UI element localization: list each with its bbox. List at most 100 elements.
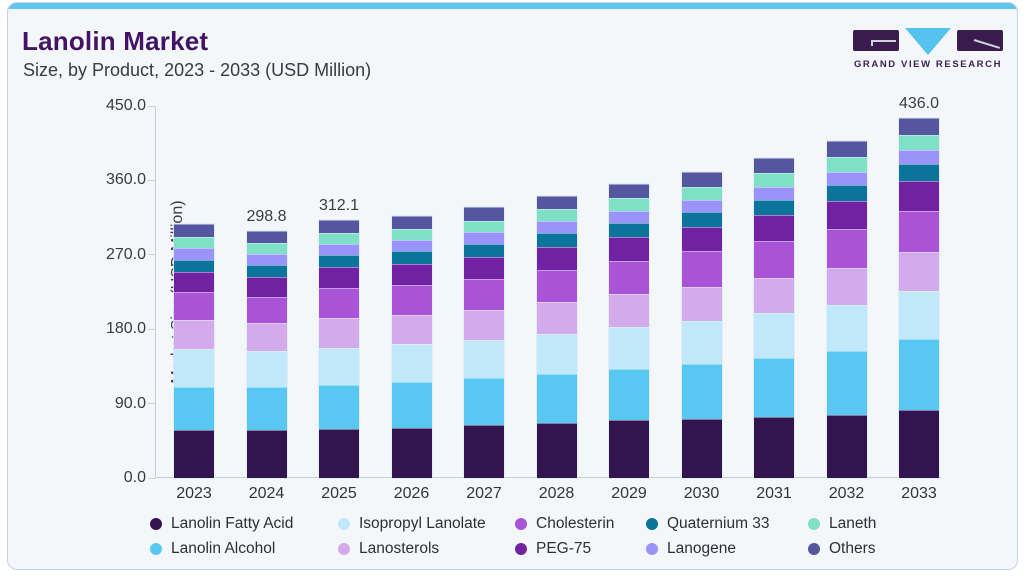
legend-item-lanolin-fatty-acid[interactable]: Lanolin Fatty Acid bbox=[150, 512, 338, 535]
bar-segment-lanogene[interactable] bbox=[391, 239, 432, 252]
bar-segment-lanolin-fatty-acid[interactable] bbox=[609, 420, 649, 478]
bar-segment-laneth[interactable] bbox=[754, 173, 794, 187]
bar-segment-isopropyl-lanolate[interactable] bbox=[681, 320, 722, 364]
bar-segment-isopropyl-lanolate[interactable] bbox=[609, 327, 649, 369]
bar-segment-lanogene[interactable] bbox=[246, 253, 287, 265]
legend-item-others[interactable]: Others bbox=[808, 537, 918, 560]
bar-segment-others[interactable] bbox=[899, 117, 939, 135]
bar-segment-lanolin-alcohol[interactable] bbox=[536, 373, 577, 423]
bar-segment-quaternium-33[interactable] bbox=[754, 199, 794, 215]
bar-segment-laneth[interactable] bbox=[391, 229, 432, 240]
bar-segment-quaternium-33[interactable] bbox=[391, 251, 432, 264]
bar-segment-lanolin-fatty-acid[interactable] bbox=[174, 429, 214, 478]
bar-segment-peg-75[interactable] bbox=[391, 263, 432, 285]
bar-segment-lanosterols[interactable] bbox=[464, 309, 504, 340]
bar-segment-peg-75[interactable] bbox=[246, 277, 287, 297]
bar-segment-lanosterols[interactable] bbox=[899, 252, 939, 291]
bar-segment-cholesterin[interactable] bbox=[826, 228, 867, 268]
bar-segment-lanolin-alcohol[interactable] bbox=[609, 368, 649, 421]
legend-item-cholesterin[interactable]: Cholesterin bbox=[515, 512, 646, 535]
legend-item-lanolin-alcohol[interactable]: Lanolin Alcohol bbox=[150, 537, 338, 560]
legend-item-quaternium-33[interactable]: Quaternium 33 bbox=[646, 512, 808, 535]
bar-segment-laneth[interactable] bbox=[681, 186, 722, 200]
bar-segment-lanolin-alcohol[interactable] bbox=[826, 350, 867, 416]
bar-segment-lanogene[interactable] bbox=[826, 171, 867, 186]
bar-segment-lanolin-alcohol[interactable] bbox=[899, 339, 939, 410]
bar-segment-laneth[interactable] bbox=[464, 220, 504, 232]
bar-segment-peg-75[interactable] bbox=[826, 201, 867, 229]
bar-segment-lanosterols[interactable] bbox=[754, 277, 794, 314]
bar-segment-lanolin-alcohol[interactable] bbox=[754, 357, 794, 418]
bar-segment-peg-75[interactable] bbox=[174, 272, 214, 293]
legend-item-peg-75[interactable]: PEG-75 bbox=[515, 537, 646, 560]
legend-item-lanosterols[interactable]: Lanosterols bbox=[338, 537, 515, 560]
bar-segment-lanosterols[interactable] bbox=[681, 286, 722, 321]
legend-item-laneth[interactable]: Laneth bbox=[808, 512, 918, 535]
bar-segment-isopropyl-lanolate[interactable] bbox=[319, 347, 359, 386]
bar-segment-lanolin-fatty-acid[interactable] bbox=[391, 427, 432, 478]
bar-segment-quaternium-33[interactable] bbox=[826, 185, 867, 202]
bar-segment-lanosterols[interactable] bbox=[826, 267, 867, 305]
bar-segment-lanolin-alcohol[interactable] bbox=[319, 385, 359, 429]
bar-segment-others[interactable] bbox=[246, 230, 287, 244]
bar-segment-others[interactable] bbox=[681, 171, 722, 187]
bar-segment-lanolin-fatty-acid[interactable] bbox=[536, 422, 577, 478]
bar-segment-cholesterin[interactable] bbox=[391, 284, 432, 316]
bar-segment-lanogene[interactable] bbox=[464, 231, 504, 244]
bar-segment-lanogene[interactable] bbox=[754, 186, 794, 200]
bar-segment-lanolin-alcohol[interactable] bbox=[464, 378, 504, 426]
bar-segment-cholesterin[interactable] bbox=[609, 260, 649, 295]
bar-segment-others[interactable] bbox=[754, 157, 794, 174]
bar-segment-cholesterin[interactable] bbox=[464, 278, 504, 310]
legend-item-lanogene[interactable]: Lanogene bbox=[646, 537, 808, 560]
bar-segment-peg-75[interactable] bbox=[609, 236, 649, 261]
bar-segment-cholesterin[interactable] bbox=[754, 240, 794, 278]
bar-segment-lanosterols[interactable] bbox=[609, 294, 649, 328]
bar-segment-isopropyl-lanolate[interactable] bbox=[536, 333, 577, 374]
bar-segment-isopropyl-lanolate[interactable] bbox=[826, 304, 867, 351]
bar-segment-lanogene[interactable] bbox=[609, 210, 649, 223]
bar-segment-cholesterin[interactable] bbox=[681, 251, 722, 287]
bar-segment-quaternium-33[interactable] bbox=[319, 254, 359, 268]
bar-segment-laneth[interactable] bbox=[319, 233, 359, 244]
bar-segment-quaternium-33[interactable] bbox=[609, 222, 649, 237]
bar-segment-lanolin-fatty-acid[interactable] bbox=[681, 418, 722, 478]
bar-segment-cholesterin[interactable] bbox=[174, 292, 214, 321]
bar-segment-others[interactable] bbox=[174, 223, 214, 238]
bar-segment-lanolin-fatty-acid[interactable] bbox=[826, 415, 867, 478]
bar-segment-peg-75[interactable] bbox=[536, 246, 577, 271]
bar-segment-lanolin-alcohol[interactable] bbox=[391, 382, 432, 428]
bar-segment-others[interactable] bbox=[319, 219, 359, 234]
bar-segment-lanosterols[interactable] bbox=[391, 315, 432, 345]
legend-item-isopropyl-lanolate[interactable]: Isopropyl Lanolate bbox=[338, 512, 515, 535]
bar-segment-lanogene[interactable] bbox=[681, 199, 722, 213]
bar-segment-lanolin-fatty-acid[interactable] bbox=[319, 428, 359, 478]
bar-segment-lanolin-fatty-acid[interactable] bbox=[246, 429, 287, 478]
bar-segment-lanolin-fatty-acid[interactable] bbox=[899, 409, 939, 478]
bar-segment-laneth[interactable] bbox=[899, 134, 939, 150]
bar-segment-lanogene[interactable] bbox=[319, 243, 359, 255]
bar-segment-isopropyl-lanolate[interactable] bbox=[246, 350, 287, 387]
bar-segment-others[interactable] bbox=[536, 195, 577, 210]
bar-segment-lanolin-fatty-acid[interactable] bbox=[464, 425, 504, 478]
bar-segment-quaternium-33[interactable] bbox=[681, 212, 722, 227]
bar-segment-lanolin-alcohol[interactable] bbox=[681, 363, 722, 419]
bar-segment-lanosterols[interactable] bbox=[536, 301, 577, 334]
bar-segment-isopropyl-lanolate[interactable] bbox=[174, 349, 214, 387]
bar-segment-others[interactable] bbox=[464, 207, 504, 221]
bar-segment-peg-75[interactable] bbox=[319, 267, 359, 288]
bar-segment-isopropyl-lanolate[interactable] bbox=[899, 290, 939, 340]
bar-segment-quaternium-33[interactable] bbox=[246, 264, 287, 278]
bar-segment-quaternium-33[interactable] bbox=[899, 164, 939, 182]
bar-segment-lanogene[interactable] bbox=[536, 221, 577, 234]
bar-segment-quaternium-33[interactable] bbox=[536, 233, 577, 247]
bar-segment-peg-75[interactable] bbox=[754, 214, 794, 241]
bar-segment-others[interactable] bbox=[609, 183, 649, 199]
bar-segment-lanogene[interactable] bbox=[899, 149, 939, 164]
bar-segment-others[interactable] bbox=[826, 141, 867, 158]
bar-segment-laneth[interactable] bbox=[174, 237, 214, 249]
bar-segment-cholesterin[interactable] bbox=[246, 296, 287, 323]
bar-segment-cholesterin[interactable] bbox=[899, 211, 939, 253]
bar-segment-lanosterols[interactable] bbox=[246, 322, 287, 351]
bar-segment-others[interactable] bbox=[391, 215, 432, 229]
